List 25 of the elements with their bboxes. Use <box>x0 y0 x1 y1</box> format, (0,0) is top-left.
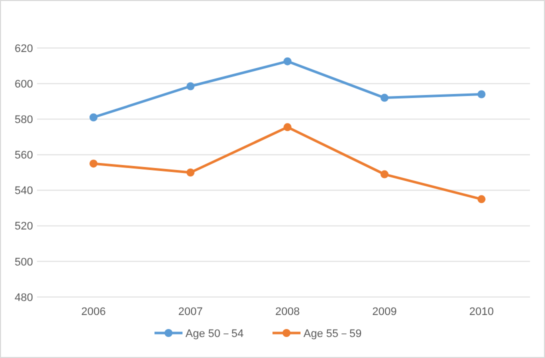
x-tick-label: 2010 <box>469 306 494 318</box>
point <box>186 82 194 90</box>
y-tick-label: 500 <box>14 256 33 268</box>
y-tick-label: 600 <box>14 78 33 90</box>
point <box>284 123 292 132</box>
y-tick-label: 620 <box>14 42 33 55</box>
point <box>90 160 98 168</box>
y-tick-label: 520 <box>14 220 33 233</box>
legend-label: Age 55－59 <box>304 328 362 340</box>
x-tick-label: 2007 <box>178 306 203 318</box>
x-tick-label: 2006 <box>81 306 106 318</box>
point <box>478 90 486 98</box>
point <box>186 168 194 176</box>
legend-label: Age 50－54 <box>186 328 244 340</box>
point <box>284 57 292 66</box>
x-tick-label: 2008 <box>275 306 300 318</box>
point <box>90 113 98 122</box>
y-tick-label: 480 <box>14 292 33 304</box>
point <box>380 170 388 178</box>
y-tick-label: 560 <box>14 150 33 162</box>
x-tick-label: 2009 <box>372 306 397 318</box>
point <box>478 195 486 204</box>
point <box>380 94 388 102</box>
y-tick-label: 540 <box>14 185 33 198</box>
y-tick-label: 580 <box>14 114 33 126</box>
